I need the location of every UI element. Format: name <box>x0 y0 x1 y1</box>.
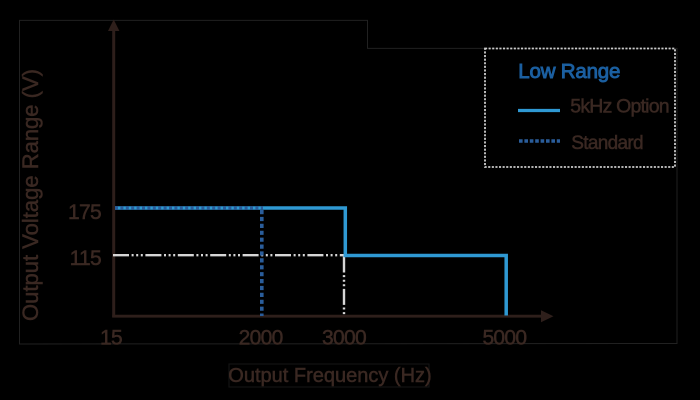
svg-text:3000: 3000 <box>322 326 366 349</box>
svg-text:Output Voltage Range (V): Output Voltage Range (V) <box>18 69 43 321</box>
svg-text:2000: 2000 <box>239 326 283 349</box>
svg-text:Low Range: Low Range <box>518 60 620 83</box>
svg-text:Output Frequency (Hz): Output Frequency (Hz) <box>228 365 431 387</box>
svg-text:175: 175 <box>68 201 101 224</box>
svg-text:115: 115 <box>70 247 101 270</box>
svg-text:5kHz Option: 5kHz Option <box>570 96 669 118</box>
svg-text:15: 15 <box>100 326 122 349</box>
svg-text:5000: 5000 <box>482 326 526 349</box>
svg-text:Standard: Standard <box>571 133 643 154</box>
